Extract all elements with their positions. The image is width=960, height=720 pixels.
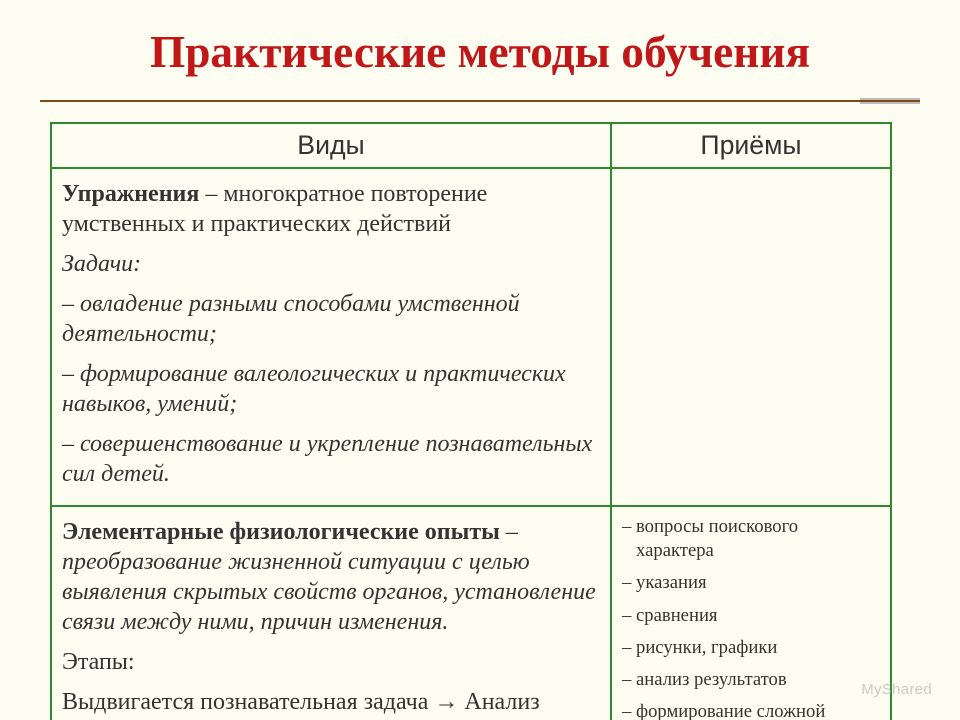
techniques-list: вопросы поискового характера указания ср… xyxy=(622,515,880,720)
exercises-term: Упражнения xyxy=(62,181,199,207)
row2-col2: вопросы поискового характера указания ср… xyxy=(611,506,891,720)
stages-label: Этапы: xyxy=(62,647,600,677)
task-item: – совершенствование и укрепление познава… xyxy=(62,429,600,489)
list-item: вопросы поискового характера xyxy=(622,515,880,564)
content-table: Виды Приёмы Упражнения – многократное по… xyxy=(50,122,892,720)
page-title: Практические методы обучения xyxy=(40,28,920,78)
experiments-block: Элементарные физиологические опыты – пре… xyxy=(62,517,600,720)
list-item: сравнения xyxy=(622,604,880,628)
table-header-row: Виды Приёмы xyxy=(51,123,891,168)
slide: Практические методы обучения Виды Приёмы… xyxy=(0,0,960,720)
experiments-term: Элементарные физиологические опыты xyxy=(62,519,500,545)
row2-col1: Элементарные физиологические опыты – пре… xyxy=(51,506,611,720)
list-item: анализ результатов xyxy=(622,668,880,692)
table-row: Элементарные физиологические опыты – пре… xyxy=(51,506,891,720)
rule-line xyxy=(40,100,920,102)
header-col1: Виды xyxy=(51,123,611,168)
experiments-lead: Элементарные физиологические опыты – пре… xyxy=(62,517,600,637)
exercises-lead: Упражнения – многократное повторение умс… xyxy=(62,179,600,239)
task-text: формирование валеологических и практичес… xyxy=(62,361,566,417)
stages-text: Выдвигается познавательная задача → Анал… xyxy=(62,687,600,720)
task-text: овладение разными способами умственной д… xyxy=(62,291,520,347)
row1-col2 xyxy=(611,168,891,506)
title-rule xyxy=(40,96,920,104)
task-text: совершенствование и укрепление познавате… xyxy=(62,431,592,487)
row1-col1: Упражнения – многократное повторение умс… xyxy=(51,168,611,506)
list-item: указания xyxy=(622,571,880,595)
exercises-block: Упражнения – многократное повторение умс… xyxy=(62,179,600,489)
list-item: формирование сложной аналитико-синтетиче… xyxy=(622,700,880,720)
table-row: Упражнения – многократное повторение умс… xyxy=(51,168,891,506)
list-item: рисунки, графики xyxy=(622,636,880,660)
task-item: – овладение разными способами умственной… xyxy=(62,289,600,349)
tasks-label: Задачи: xyxy=(62,249,600,279)
experiments-def: преобразование жизненной ситуации с цель… xyxy=(62,549,596,635)
task-item: – формирование валеологических и практич… xyxy=(62,359,600,419)
header-col2: Приёмы xyxy=(611,123,891,168)
